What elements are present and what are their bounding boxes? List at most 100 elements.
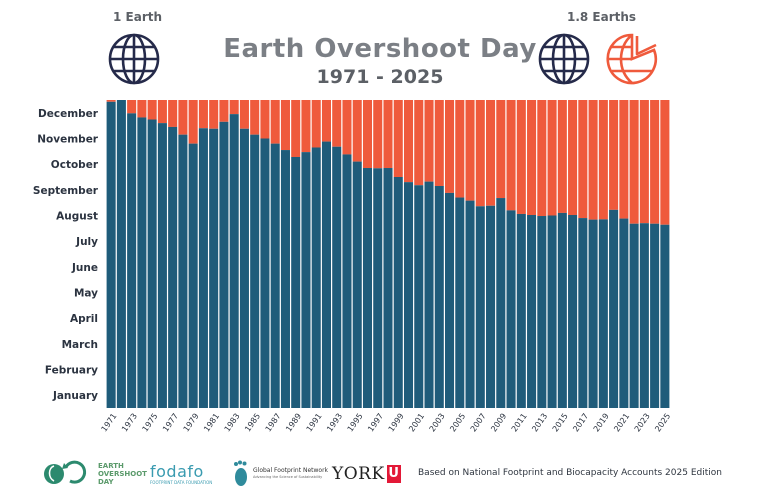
overshoot-bar-1983 [229,100,239,115]
fodafo-logo: fodafo FOOTPRINT DATA FOUNDATION [150,456,212,492]
bar-2020 [609,209,619,408]
overshoot-bar-1977 [168,100,178,127]
overshoot-bar-2009 [496,100,506,199]
overshoot-bar-1987 [270,100,280,144]
overshoot-bar-1986 [260,100,270,139]
overshoot-bar-1998 [383,100,393,169]
overshoot-bar-2005 [455,100,465,198]
overshoot-bar-2006 [465,100,475,201]
bar-1980 [198,128,208,408]
x-tick-1995: 1995 [346,412,365,434]
bar-1983 [229,114,239,408]
x-tick-1981: 1981 [202,412,221,434]
bar-1972 [116,100,126,408]
y-tick-january: January [52,390,98,402]
bar-1985 [250,134,260,408]
bar-2004 [445,192,455,408]
bar-2014 [547,215,557,408]
overshoot-bar-2004 [445,100,455,193]
overshoot-bar-2024 [650,100,660,224]
bar-1975 [147,119,157,409]
overshoot-bar-2025 [660,100,670,225]
bar-1976 [157,123,167,408]
one-earth-label: 1 Earth [113,10,163,24]
overshoot-bar-2021 [619,100,629,219]
x-tick-2017: 2017 [571,412,590,434]
eod-logo-line-2: OVERSHOOT [98,470,147,478]
overshoot-bar-2010 [506,100,516,211]
overshoot-bar-1994 [342,100,352,155]
x-tick-2015: 2015 [551,412,570,434]
fodafo-tagline: FOOTPRINT DATA FOUNDATION [150,480,213,485]
overshoot-bar-2003 [434,100,444,186]
overshoot-bar-1996 [362,100,373,169]
overshoot-bar-1991 [311,100,321,148]
bar-1974 [137,117,147,408]
bar-2019 [598,219,608,408]
bar-1986 [260,138,270,408]
x-tick-2025: 2025 [653,412,672,434]
y-tick-november: November [37,134,99,146]
overshoot-bar-1971 [106,100,116,102]
overshoot-bar-1975 [147,100,157,120]
x-tick-2009: 2009 [489,412,508,434]
york-text: YORK [332,464,385,484]
overshoot-bar-2001 [414,100,424,186]
footprint-icon [234,460,247,486]
y-tick-june: June [71,262,98,274]
eod-logo-line-1: EARTH [98,462,124,470]
bar-2023 [639,223,649,408]
bar-2011 [516,213,526,408]
bar-2013 [537,216,547,408]
overshoot-bar-1992 [321,100,331,142]
bar-1992 [321,141,331,408]
bar-2005 [455,197,465,408]
chart-subtitle: 1971 - 2025 [316,66,444,88]
overshoot-bar-1976 [157,100,167,124]
x-tick-1991: 1991 [305,412,324,434]
bar-2000 [403,182,414,408]
bar-1998 [383,168,393,408]
overshoot-bar-2007 [475,100,485,207]
bar-1982 [219,121,229,409]
overshoot-bar-2023 [639,100,649,224]
y-tick-august: August [56,211,98,223]
bar-2006 [465,200,475,408]
bar-2012 [527,214,537,408]
overshoot-bar-1984 [239,100,249,129]
x-tick-1979: 1979 [182,412,201,434]
x-tick-1971: 1971 [100,412,119,434]
overshoot-bar-2017 [578,100,588,219]
bar-2022 [629,223,639,408]
overshoot-bar-1974 [137,100,147,118]
bar-2017 [578,218,588,408]
overshoot-bar-2011 [516,100,526,214]
eod-logo-line-3: DAY [98,478,114,486]
eod-loop-icon [44,460,87,484]
overshoot-bar-2013 [537,100,547,217]
bar-1988 [280,150,290,409]
bar-2007 [475,206,485,408]
bar-1984 [239,128,249,408]
y-tick-december: December [38,108,99,120]
overshoot-bar-2012 [527,100,537,215]
x-tick-1985: 1985 [243,412,262,434]
x-tick-2001: 2001 [407,412,426,434]
overshoot-bar-1999 [393,100,403,177]
x-tick-2003: 2003 [428,412,447,434]
x-tick-1975: 1975 [141,412,160,434]
overshoot-bar-2018 [588,100,598,220]
overshoot-bar-1997 [373,100,383,169]
globe-icon [108,33,160,85]
bar-2024 [650,223,660,408]
x-tick-1983: 1983 [223,412,242,434]
bar-2021 [619,218,629,408]
x-tick-2023: 2023 [633,412,652,434]
y-tick-february: February [45,365,98,377]
bar-2015 [557,212,567,408]
bar-2018 [588,219,598,408]
bar-2010 [506,210,516,408]
york-university-logo: YORK U [332,456,401,492]
x-tick-1997: 1997 [366,412,385,434]
y-tick-april: April [70,313,98,325]
